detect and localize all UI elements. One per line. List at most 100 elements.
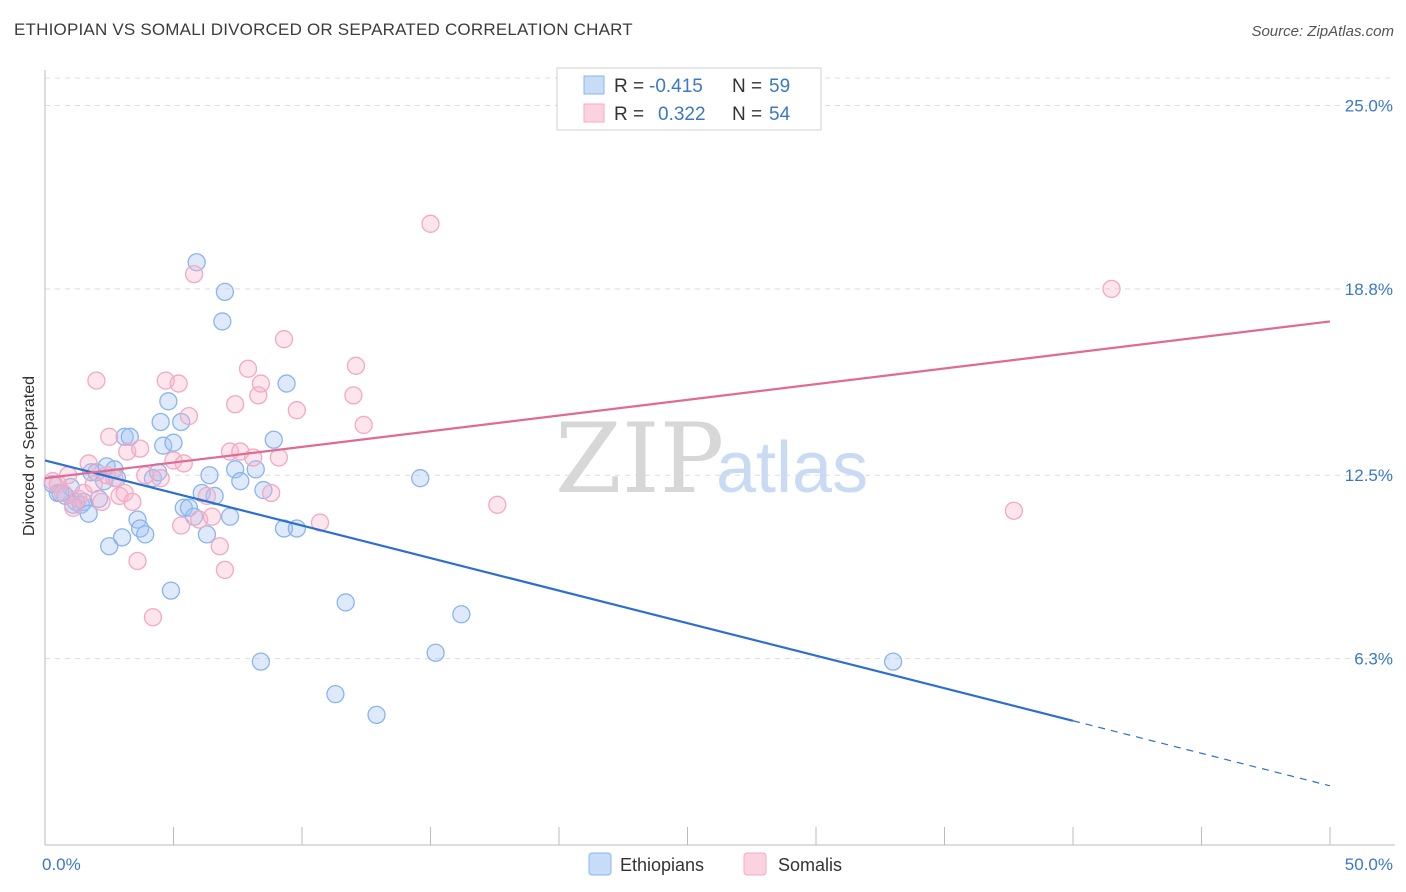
- y-tick-label-3: 25.0%: [1345, 96, 1393, 115]
- ethiopians-point-16: [112, 528, 132, 547]
- ethiopians-point-48: [277, 374, 296, 393]
- somalis-point-9: [87, 371, 106, 390]
- legend-n-value-somalis: 54: [769, 104, 791, 125]
- bottom-legend-label-ethiopians: Ethiopians: [620, 855, 704, 875]
- ethiopians-point-36: [200, 466, 219, 485]
- ethiopians-point-31: [179, 498, 199, 517]
- chart-title: ETHIOPIAN VS SOMALI DIVORCED OR SEPARATE…: [14, 20, 633, 39]
- x-tick-labels: 0.0% 50.0%: [42, 855, 1393, 874]
- ethiopians-point-41: [226, 460, 245, 479]
- ethiopians-point-13: [100, 537, 119, 556]
- legend-swatch-somalis: [583, 103, 605, 123]
- ethiopians-point-26: [159, 392, 178, 411]
- somalis-point-25: [169, 374, 188, 393]
- ethiopians-point-38: [213, 312, 232, 331]
- watermark-atlas: atlas: [716, 428, 868, 508]
- ethiopians-trend-extension: [1072, 720, 1331, 787]
- watermark: ZIP atlas: [555, 403, 868, 515]
- ethiopians-point-21: [136, 525, 155, 544]
- axes: [44, 70, 1395, 846]
- somalis-point-10: [92, 492, 111, 512]
- bottom-legend: Ethiopians Somalis: [588, 852, 842, 876]
- somalis-point-5: [69, 489, 88, 509]
- somalis-point-4: [64, 498, 83, 517]
- trend-lines: [44, 320, 1331, 787]
- ethiopians-trend-line: [44, 459, 1074, 722]
- somalis-point-53: [1102, 279, 1121, 299]
- somalis-point-45: [287, 401, 307, 420]
- somalis-point-8: [84, 474, 103, 494]
- ethiopians-point-55: [452, 605, 471, 624]
- somalis-point-29: [184, 264, 204, 284]
- somalis-point-28: [179, 406, 199, 426]
- somalis-point-34: [215, 560, 235, 580]
- legend-n-value-ethiopians: 59: [769, 76, 790, 97]
- somalis-point-21: [143, 608, 163, 627]
- watermark-zip: ZIP: [555, 403, 724, 515]
- legend-r-value-somalis: 0.322: [658, 104, 706, 125]
- ethiopians-point-18: [120, 427, 139, 446]
- y-axis-label: Divorced or Separated: [21, 376, 38, 536]
- somalis-point-44: [274, 330, 294, 349]
- somalis-point-18: [128, 551, 147, 571]
- somalis-point-42: [262, 483, 281, 503]
- somalis-point-26: [172, 516, 191, 535]
- ethiopians-point-28: [164, 433, 183, 452]
- somalis-trend-line: [44, 320, 1331, 480]
- legend-r-label-somalis: R =: [614, 104, 644, 125]
- ethiopians-point-27: [161, 581, 181, 600]
- ethiopians-point-42: [231, 472, 250, 491]
- y-tick-label-0: 6.3%: [1354, 650, 1393, 669]
- somalis-point-32: [202, 507, 222, 526]
- legend-r-label-ethiopians: R =: [614, 76, 644, 97]
- ethiopians-point-53: [411, 469, 430, 488]
- ethiopians-point-46: [264, 430, 283, 449]
- somalis-point-43: [269, 448, 289, 467]
- ethiopians-point-50: [326, 684, 345, 704]
- legend-r-value-ethiopians: -0.415: [649, 76, 703, 97]
- bottom-legend-label-somalis: Somalis: [778, 855, 842, 875]
- ethiopians-point-24: [151, 412, 170, 432]
- ethiopians-point-44: [251, 652, 271, 671]
- ethiopians-point-33: [187, 253, 206, 272]
- legend-n-label-somalis: N =: [732, 104, 762, 125]
- somalis-point-40: [249, 386, 268, 405]
- bottom-legend-swatch-somalis: [743, 852, 767, 876]
- legend-n-label-ethiopians: N =: [732, 76, 762, 97]
- ethiopians-point-54: [426, 643, 445, 662]
- somalis-point-12: [100, 427, 119, 446]
- y-tick-label-2: 18.8%: [1345, 280, 1393, 299]
- x-tick-label-1: 50.0%: [1345, 855, 1393, 874]
- somalis-point-20: [136, 466, 155, 485]
- somalis-point-41: [251, 374, 271, 393]
- ethiopians-point-20: [130, 519, 150, 538]
- y-tick-label-1: 12.5%: [1345, 466, 1393, 485]
- somalis-point-2: [53, 483, 73, 503]
- ethiopians-point-25: [154, 436, 173, 455]
- ethiopians-point-40: [220, 507, 240, 526]
- somalis-point-38: [238, 359, 258, 378]
- bottom-legend-swatch-ethiopians: [588, 852, 612, 876]
- somalis-point-27: [174, 454, 193, 473]
- ethiopians-point-56: [883, 652, 903, 671]
- ethiopians-point-43: [246, 460, 265, 479]
- ethiopians-point-17: [115, 427, 134, 446]
- somalis-point-36: [226, 395, 245, 414]
- y-tick-labels: 6.3% 12.5% 18.8% 25.0%: [1345, 96, 1393, 668]
- somalis-point-17: [123, 492, 142, 512]
- x-tick-label-0: 0.0%: [42, 855, 81, 874]
- ethiopians-point-32: [184, 507, 204, 526]
- ethiopians-point-35: [197, 525, 217, 544]
- somalis-point-50: [421, 214, 440, 233]
- somalis-point-33: [210, 537, 229, 556]
- legend-swatch-ethiopians: [583, 75, 605, 95]
- somalis-point-51: [488, 495, 507, 514]
- ethiopians-point-51: [336, 593, 355, 612]
- somalis-point-22: [151, 469, 170, 488]
- ethiopians-point-52: [367, 705, 386, 724]
- somalis-point-52: [1004, 501, 1024, 520]
- somalis-point-49: [354, 415, 373, 435]
- somalis-point-48: [346, 356, 366, 375]
- somalis-point-19: [130, 439, 150, 458]
